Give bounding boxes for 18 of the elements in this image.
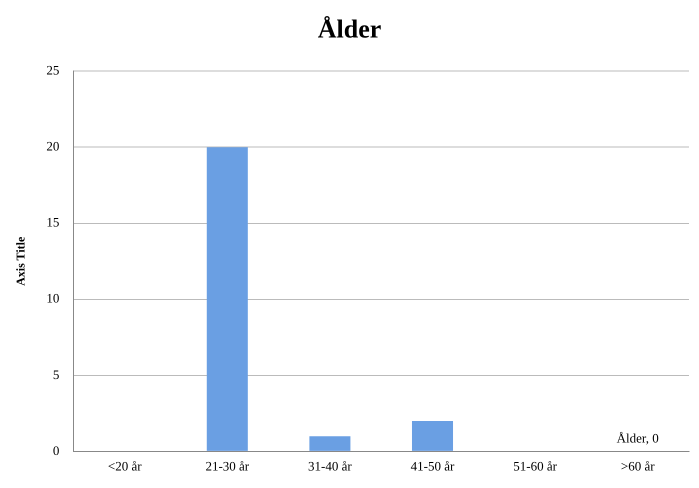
y-tick-label: 20 — [46, 138, 60, 154]
y-tick-label: 5 — [52, 366, 60, 382]
y-tick-label: 0 — [52, 442, 60, 458]
y-tick-label: 25 — [46, 62, 60, 78]
y-tick-label: 10 — [46, 290, 60, 306]
bar — [309, 436, 350, 451]
x-tick-label: 31-40 år — [308, 458, 352, 474]
x-tick-label: >60 år — [620, 458, 656, 474]
bar — [412, 420, 454, 451]
x-tick-label: 41-50 år — [410, 458, 456, 474]
y-tick-label: 15 — [46, 214, 60, 230]
x-tick-label: 51-60 år — [513, 458, 558, 474]
annotation: Ålder, 0 — [616, 430, 659, 446]
y-axis-title: Axis Title — [13, 236, 28, 286]
x-tick-label: 21-30 år — [205, 458, 250, 474]
bar — [206, 147, 248, 451]
x-tick-label: <20 år — [108, 458, 142, 474]
chart-title: Ålder — [318, 14, 382, 44]
